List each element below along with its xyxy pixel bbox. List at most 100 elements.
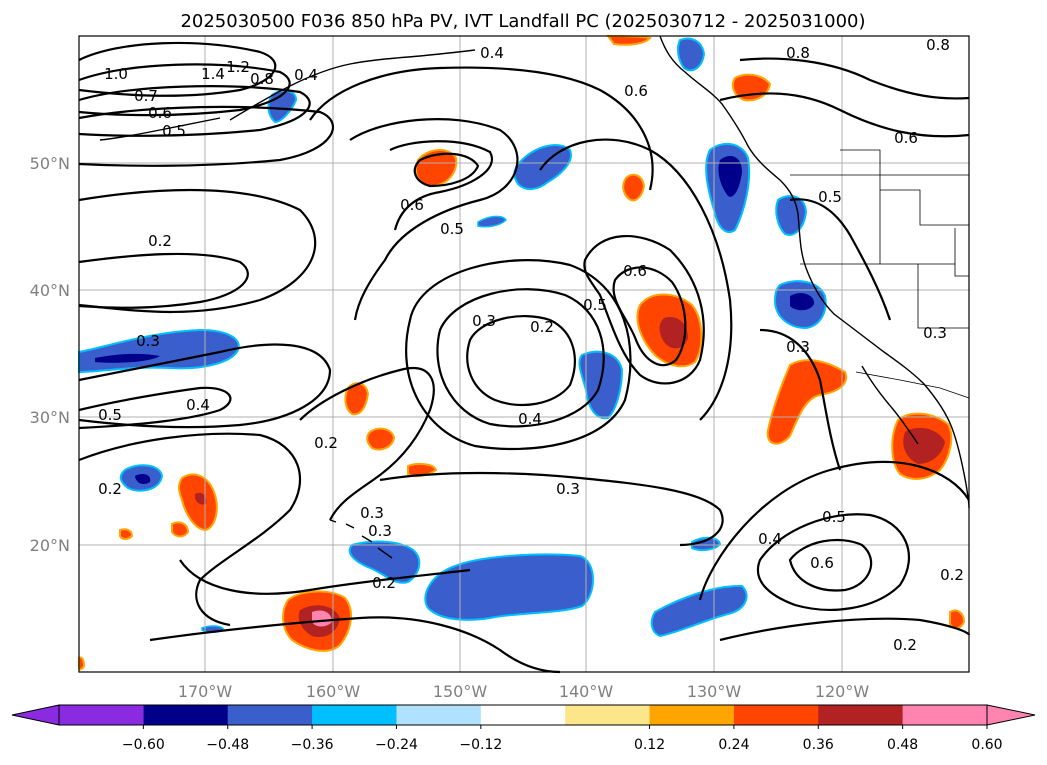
- map-panel: 1.0 1.4 1.2 0.8 0.4 0.7 0.6 0.5 0.4 0.6 …: [78, 34, 971, 674]
- lon-label-130w: 130°W: [687, 682, 742, 701]
- lat-label-30n: 30°N: [30, 408, 70, 427]
- contour-north-central: [309, 66, 654, 191]
- lon-label-120w: 120°W: [815, 682, 870, 701]
- colorbar-segment: [733, 705, 819, 725]
- contour-label: 0.4: [518, 410, 542, 428]
- pos-anomaly-baja: [766, 359, 848, 445]
- colorbar-segment: [143, 705, 229, 725]
- contour-label: 0.5: [818, 188, 842, 206]
- pv-contours: [78, 41, 971, 674]
- colorbar-segment: [312, 705, 397, 725]
- contour-gulf-alaska-2: [739, 57, 970, 100]
- neg-anomaly-california-core: [790, 293, 815, 311]
- lon-label-170w: 170°W: [178, 682, 233, 701]
- contour-southeast-high-inner: [788, 538, 873, 592]
- contour-midpac-low-2: [436, 288, 605, 428]
- contour-pv-trough: [539, 138, 733, 421]
- contour-subtropics-3: [379, 471, 724, 547]
- lon-label-150w: 150°W: [433, 682, 488, 701]
- colorbar-segment: [480, 705, 566, 725]
- contour-label: 1.2: [226, 58, 250, 76]
- contour-southern-2: [149, 616, 561, 674]
- contour-west-pacific: [78, 188, 317, 314]
- contour-label: 0.7: [134, 87, 158, 105]
- contour-label: 0.2: [98, 480, 122, 498]
- colorbar-segment: [818, 705, 904, 725]
- lon-label-160w: 160°W: [306, 682, 361, 701]
- contour-west-pacific-inner: [78, 252, 249, 309]
- contour-ridge-135w: [583, 234, 705, 385]
- contour-label: 0.2: [372, 574, 396, 592]
- colorbar-outline: [58, 704, 988, 726]
- contour-label: 0.8: [926, 36, 950, 54]
- contour-label: 0.5: [162, 122, 186, 140]
- contour-label: 0.3: [136, 332, 160, 350]
- contour-label: 0.5: [440, 220, 464, 238]
- contour-label-group: 1.0 1.4 1.2 0.8 0.4 0.7 0.6 0.5 0.4 0.6 …: [98, 36, 964, 654]
- contour-west-35n: [78, 343, 332, 429]
- colorbar-tick-label: 0.36: [803, 737, 834, 753]
- contour-central-north-inner: [389, 140, 493, 231]
- colorbar-segment: [649, 705, 735, 725]
- contour-ridge-135w-inner: [612, 266, 687, 367]
- contour-label: 0.6: [810, 554, 834, 572]
- contour-label: 0.2: [940, 566, 964, 584]
- colorbar-high-extend-outline: [986, 704, 1036, 726]
- contour-label: 0.6: [623, 262, 647, 280]
- lon-label-140w: 140°W: [559, 682, 614, 701]
- contour-label: 0.3: [556, 480, 580, 498]
- contour-label: 0.6: [894, 129, 918, 147]
- colorbar-segment: [227, 705, 313, 725]
- aleutian-islands: [99, 117, 221, 141]
- contour-label: 0.5: [822, 508, 846, 526]
- north-america-coast: [659, 35, 970, 509]
- longitude-labels: 170°W 160°W 150°W 140°W 130°W 120°W: [178, 682, 870, 701]
- contour-midpac-low-1: [466, 315, 576, 407]
- contour-label: 0.6: [624, 82, 648, 100]
- figure-title: 2025030500 F036 850 hPa PV, IVT Landfall…: [180, 11, 865, 32]
- colorbar-segment: [396, 705, 482, 725]
- colorbar-tick-label: −0.36: [291, 737, 334, 753]
- contour-label: 0.2: [314, 434, 338, 452]
- contour-label: 0.4: [758, 530, 782, 548]
- colorbar-tick-label: −0.60: [122, 737, 165, 753]
- pos-anomaly-small-10: [78, 656, 86, 671]
- colorbar-tick-label: 0.12: [634, 737, 665, 753]
- colorbar-tick-label: −0.48: [206, 737, 249, 753]
- colorbar-tick-label: 0.48: [887, 737, 918, 753]
- contour-label: 0.3: [472, 312, 496, 330]
- lat-label-20n: 20°N: [30, 536, 70, 555]
- colorbar-segment: [12, 705, 144, 725]
- us-mexico-border: [855, 371, 970, 399]
- pos-anomaly-135w-core: [659, 316, 688, 349]
- pos-anomaly-165w-core: [194, 492, 207, 505]
- colorbar-segments: [12, 705, 1035, 725]
- neg-anomaly-bc-coast-core: [718, 156, 742, 197]
- contour-label: 0.6: [148, 104, 172, 122]
- contour-label: 0.4: [480, 44, 504, 62]
- contour-central-north-inner2: [413, 152, 480, 188]
- neg-anomaly-west-band-core: [95, 353, 160, 363]
- contour-label: 1.0: [104, 65, 128, 83]
- coastlines: [99, 35, 970, 559]
- contour-label: 0.2: [893, 636, 917, 654]
- contour-label: 0.2: [530, 318, 554, 336]
- contour-alaska-nested-1: [78, 41, 277, 97]
- contour-midpac-low-3: [405, 259, 632, 451]
- lat-label-40n: 40°N: [30, 281, 70, 300]
- contour-southern-1: [179, 559, 471, 595]
- colorbar-segment: [902, 705, 1035, 725]
- contour-label: 0.3: [368, 522, 392, 540]
- colorbar-tick-label: 0.60: [971, 737, 1002, 753]
- contour-alaska-nested-2: [78, 63, 291, 117]
- contour-alaska-nested-3: [78, 85, 311, 137]
- contour-label: 0.3: [360, 504, 384, 522]
- hawaii-islands: [329, 519, 393, 559]
- contour-label: 0.8: [250, 70, 274, 88]
- contour-gulf-alaska: [719, 92, 970, 138]
- neg-anomaly-west-small-core: [135, 474, 151, 484]
- contour-label: 0.3: [786, 338, 810, 356]
- contour-label: 0.6: [400, 196, 424, 214]
- colorbar-tick-label: −0.12: [459, 737, 502, 753]
